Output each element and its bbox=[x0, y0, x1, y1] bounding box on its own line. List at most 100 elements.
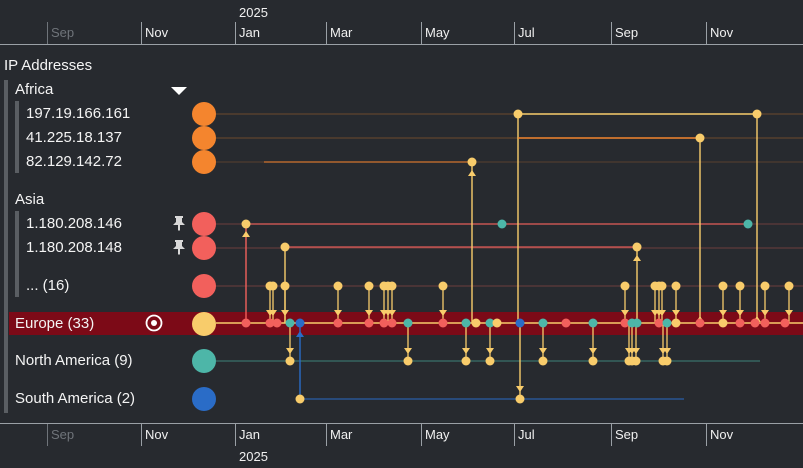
ip-label[interactable]: 41.225.18.137 bbox=[26, 129, 122, 146]
arrow-head bbox=[468, 170, 476, 176]
month-tick: Jan bbox=[235, 22, 260, 44]
ip-label[interactable]: 197.19.166.161 bbox=[26, 105, 131, 122]
event-dot bbox=[387, 281, 397, 291]
ip-label[interactable]: 82.129.142.72 bbox=[26, 153, 122, 170]
arrow-head bbox=[736, 310, 744, 316]
arrow-head bbox=[439, 310, 447, 316]
arrow-head bbox=[286, 348, 294, 354]
event-dot bbox=[461, 356, 471, 366]
target-icon[interactable] bbox=[145, 314, 163, 332]
arrow-head bbox=[621, 310, 629, 316]
node-north-america[interactable] bbox=[192, 349, 216, 373]
node-asia-2[interactable] bbox=[192, 236, 216, 260]
event-dot bbox=[750, 318, 760, 328]
timeline-axis-bottom[interactable]: Sep Nov Jan Mar May Jul Sep Nov bbox=[0, 423, 803, 446]
event-dot bbox=[333, 318, 343, 328]
event-dot bbox=[285, 318, 295, 328]
event-dot bbox=[735, 318, 745, 328]
event-dot bbox=[513, 109, 523, 119]
event-dot bbox=[403, 356, 413, 366]
month-tick: Mar bbox=[326, 424, 352, 446]
month-tick: Jul bbox=[514, 22, 535, 44]
month-tick: Nov bbox=[141, 424, 168, 446]
event-dot bbox=[241, 318, 251, 328]
event-dot bbox=[631, 356, 641, 366]
node-asia-more[interactable] bbox=[192, 274, 216, 298]
timeline-axis-top[interactable]: Sep Nov Jan Mar May Jul Sep Nov bbox=[0, 22, 803, 45]
month-tick: May bbox=[421, 22, 450, 44]
event-dot bbox=[632, 242, 642, 252]
event-dot bbox=[671, 281, 681, 291]
event-dot bbox=[485, 356, 495, 366]
month-tick: Sep bbox=[611, 22, 638, 44]
arrow-head bbox=[486, 348, 494, 354]
month-tick: Sep bbox=[611, 424, 638, 446]
event-dot bbox=[620, 281, 630, 291]
arrow-head bbox=[269, 310, 277, 316]
arrow-head bbox=[462, 348, 470, 354]
event-dot bbox=[662, 356, 672, 366]
event-dot bbox=[620, 318, 630, 328]
event-dot bbox=[333, 281, 343, 291]
ip-label[interactable]: ... (16) bbox=[26, 277, 70, 294]
node-africa-2[interactable] bbox=[192, 126, 216, 150]
event-dot bbox=[760, 281, 770, 291]
arrow-head bbox=[663, 348, 671, 354]
event-dot bbox=[515, 318, 525, 328]
month-tick: Jul bbox=[514, 424, 535, 446]
event-dot bbox=[588, 356, 598, 366]
event-dot bbox=[784, 281, 794, 291]
group-label-asia[interactable]: Asia bbox=[15, 191, 45, 208]
event-dot bbox=[268, 281, 278, 291]
event-dot bbox=[285, 356, 295, 366]
event-dot bbox=[662, 318, 672, 328]
event-dot bbox=[403, 318, 413, 328]
arrow-head bbox=[719, 310, 727, 316]
group-label-north-america[interactable]: North America (9) bbox=[15, 352, 133, 369]
node-europe[interactable] bbox=[192, 312, 216, 336]
ip-label[interactable]: 1.180.208.146 bbox=[26, 215, 122, 232]
event-dot bbox=[485, 318, 495, 328]
arrow-head bbox=[365, 310, 373, 316]
event-dot bbox=[538, 318, 548, 328]
node-africa-1[interactable] bbox=[192, 102, 216, 126]
event-dot bbox=[695, 318, 705, 328]
arrow-head bbox=[281, 310, 289, 316]
month-tick: Sep bbox=[47, 22, 74, 44]
group-label-africa[interactable]: Africa bbox=[15, 81, 54, 98]
arrow-head bbox=[633, 255, 641, 261]
group-bar-outer bbox=[4, 80, 8, 413]
event-dot bbox=[760, 318, 770, 328]
event-dot bbox=[265, 318, 275, 328]
event-dot bbox=[657, 281, 667, 291]
event-dot bbox=[295, 394, 305, 404]
arrow-head bbox=[334, 310, 342, 316]
month-tick: Jan bbox=[235, 424, 260, 446]
event-dot bbox=[438, 318, 448, 328]
arrow-head bbox=[785, 310, 793, 316]
node-south-america[interactable] bbox=[192, 387, 216, 411]
arrow-head bbox=[296, 331, 304, 337]
month-tick: May bbox=[421, 424, 450, 446]
event-dot bbox=[538, 356, 548, 366]
year-label-top: 2025 bbox=[239, 5, 268, 20]
group-bar-africa bbox=[15, 101, 19, 173]
event-dot bbox=[671, 318, 681, 328]
event-dot bbox=[497, 219, 507, 229]
node-africa-3[interactable] bbox=[192, 150, 216, 174]
ip-label[interactable]: 1.180.208.148 bbox=[26, 239, 122, 256]
group-label-europe[interactable]: Europe (33) bbox=[15, 315, 95, 332]
event-dot bbox=[588, 318, 598, 328]
event-dot bbox=[492, 318, 502, 328]
arrow-head bbox=[589, 348, 597, 354]
pin-icon[interactable] bbox=[172, 239, 186, 255]
event-dot bbox=[752, 109, 762, 119]
event-dot bbox=[654, 318, 664, 328]
arrow-head bbox=[658, 310, 666, 316]
group-label-south-america[interactable]: South America (2) bbox=[15, 390, 136, 407]
pin-icon[interactable] bbox=[172, 215, 186, 231]
node-asia-1[interactable] bbox=[192, 212, 216, 236]
triangle-down-icon[interactable] bbox=[170, 85, 188, 97]
event-dot bbox=[632, 318, 642, 328]
